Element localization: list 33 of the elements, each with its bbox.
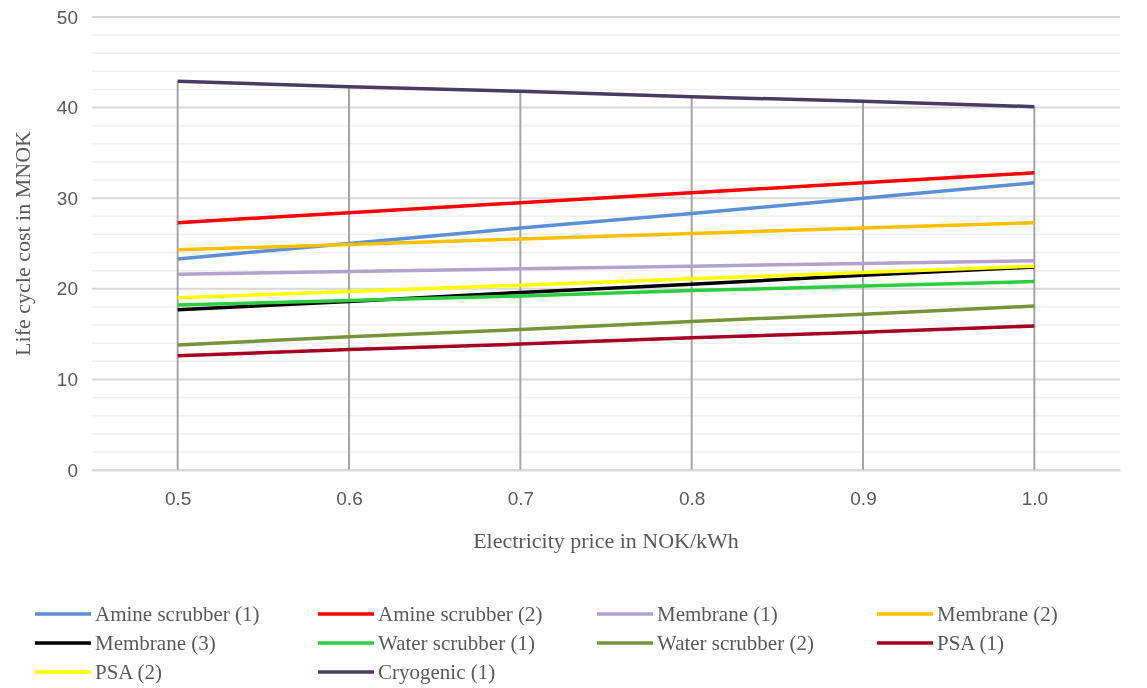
x-tick-label: 0.9 xyxy=(850,488,877,510)
legend-label: Water scrubber (2) xyxy=(657,631,814,655)
line-series xyxy=(175,258,1037,277)
x-tick-label: 1.0 xyxy=(1021,488,1049,510)
line-series xyxy=(175,304,1037,347)
y-tick-label: 40 xyxy=(56,97,78,119)
line-series xyxy=(175,79,1037,109)
legend-label: Cryogenic (1) xyxy=(378,660,496,684)
line-series xyxy=(175,181,1037,261)
legend-label: Water scrubber (1) xyxy=(378,631,535,655)
x-tick-label: 0.5 xyxy=(164,488,192,510)
x-tick-label: 0.7 xyxy=(507,488,535,510)
line-series xyxy=(175,171,1037,225)
legend-label: PSA (2) xyxy=(95,660,163,684)
line-series xyxy=(175,264,1037,300)
legend-label: Membrane (1) xyxy=(657,602,778,626)
line-series xyxy=(175,220,1037,252)
x-tick-label: 0.6 xyxy=(336,488,363,510)
y-tick-label: 0 xyxy=(67,459,78,481)
y-tick-label: 10 xyxy=(56,368,78,390)
line-series xyxy=(175,279,1037,307)
y-tick-label: 20 xyxy=(56,278,78,300)
x-axis-title: Electricity price in NOK/kWh xyxy=(473,528,739,553)
x-tick-label: 0.8 xyxy=(678,488,706,510)
legend-label: Amine scrubber (2) xyxy=(378,602,543,626)
legend-label: Amine scrubber (1) xyxy=(95,602,260,626)
legend-label: PSA (1) xyxy=(937,631,1005,655)
line-series xyxy=(175,324,1037,358)
legend-label: Membrane (3) xyxy=(95,631,216,655)
y-tick-label: 50 xyxy=(56,6,78,28)
y-tick-label: 30 xyxy=(56,187,78,209)
y-axis-title: Life cycle cost in MNOK xyxy=(10,130,35,356)
legend-label: Membrane (2) xyxy=(937,602,1058,626)
